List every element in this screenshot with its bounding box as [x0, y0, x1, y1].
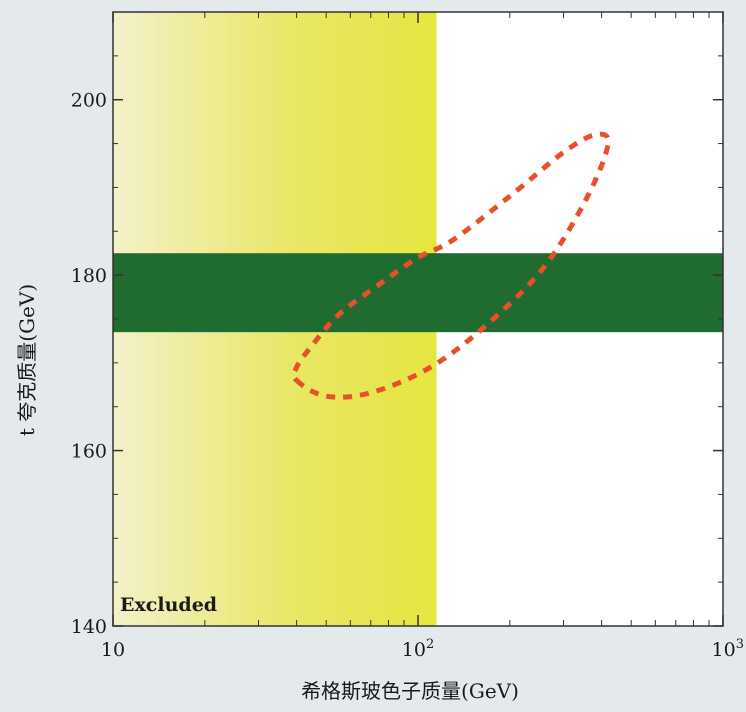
x-tick-label: 10	[101, 639, 125, 661]
excluded-label: Excluded	[120, 594, 217, 616]
x-axis-label: 希格斯玻色子质量(GeV)	[301, 679, 519, 703]
measurement-band	[113, 253, 723, 333]
confidence-contour	[291, 131, 611, 400]
x-tick-label: 103	[712, 637, 744, 661]
y-tick-label: 160	[71, 441, 107, 463]
y-tick-label: 180	[71, 265, 107, 287]
y-tick-label: 140	[71, 616, 107, 638]
x-tick-label: 102	[402, 637, 434, 661]
contour-layer	[291, 131, 611, 400]
ticks-layer: 140 160 180 200 10 102 103	[71, 12, 744, 661]
y-axis-label: t 夸克质量(GeV)	[15, 284, 39, 436]
band-layer	[113, 253, 723, 333]
y-tick-label: 200	[71, 90, 107, 112]
